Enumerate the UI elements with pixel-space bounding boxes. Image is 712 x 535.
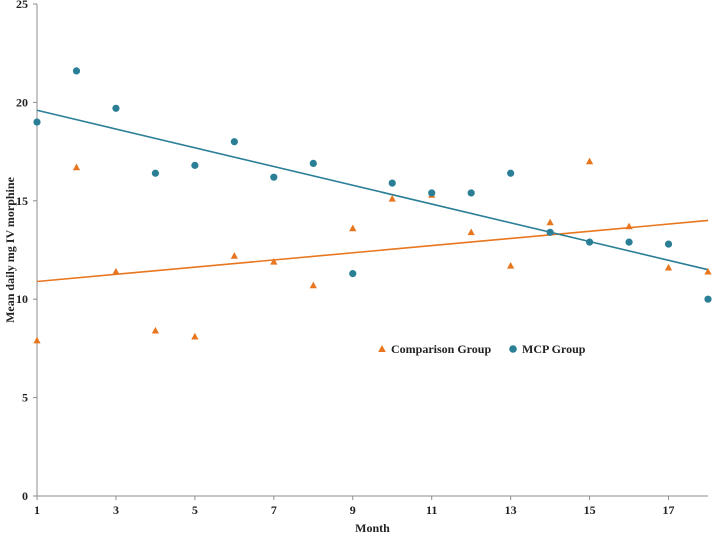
comparison-point [151,326,160,334]
comparison-point [664,263,673,271]
comparison-point [191,332,199,340]
comparison-point [309,281,317,289]
mcp-point [546,228,554,236]
comparison-point [33,336,41,344]
mcp-point [230,138,238,146]
mcp-point [270,173,278,181]
mcp-point [467,189,475,197]
mcp-trendline [36,109,709,271]
legend-item-comparison: Comparison Group [378,342,491,356]
x-tick-label: 3 [113,503,119,517]
comparison-point [349,224,357,232]
comparison-point [625,222,633,230]
axes [36,4,708,497]
x-axis-title: Month [355,521,390,535]
y-tick-label: 25 [16,0,28,11]
mcp-point [33,118,41,126]
comparison-point [507,261,515,269]
mcp-point [585,238,594,246]
legend-label-mcp: MCP Group [522,342,586,356]
y-axis-title: Mean daily mg IV morphine [3,176,17,322]
legend-item-mcp: MCP Group [509,342,586,356]
mcp-point [704,295,712,303]
y-tick-label: 20 [16,95,28,109]
comparison-trendline [36,219,709,283]
mcp-point [191,161,199,169]
y-tick-label: 10 [16,292,28,306]
mcp-point [664,240,673,248]
x-tick-label: 9 [350,503,356,517]
mcp-point [112,104,120,112]
mcp-point [388,179,396,187]
mcp-point [309,159,317,168]
comparison-point [270,258,278,265]
mcp-point [428,189,436,197]
trendlines [36,109,709,283]
x-tick-label: 11 [426,503,437,517]
mcp-point [625,238,633,246]
x-tick-label: 1 [34,503,40,517]
mcp-point [151,169,160,177]
x-tick-label: 17 [663,503,675,517]
x-tick-label: 5 [192,503,198,517]
legend-marker-mcp [509,345,517,353]
mcp-point [349,270,357,278]
y-tick-label: 5 [22,391,28,405]
comparison-point [546,218,554,226]
x-tick-label: 15 [584,503,596,517]
comparison-point [112,267,120,275]
legend-label-comparison: Comparison Group [391,342,491,356]
legend-marker-comparison [378,345,386,352]
x-tick-label: 7 [271,503,277,517]
comparison-point [230,252,238,259]
y-tick-label: 0 [22,489,28,503]
comparison-point [704,267,712,275]
x-tick-label: 13 [505,503,517,517]
data-points [33,67,712,344]
comparison-point [388,195,396,202]
legend: Comparison Group MCP Group [378,342,586,356]
comparison-point [585,157,594,165]
y-tick-label: 15 [16,194,28,208]
comparison-point [72,163,81,171]
comparison-point [467,228,475,236]
mcp-point [507,169,515,177]
mcp-point [72,67,81,75]
